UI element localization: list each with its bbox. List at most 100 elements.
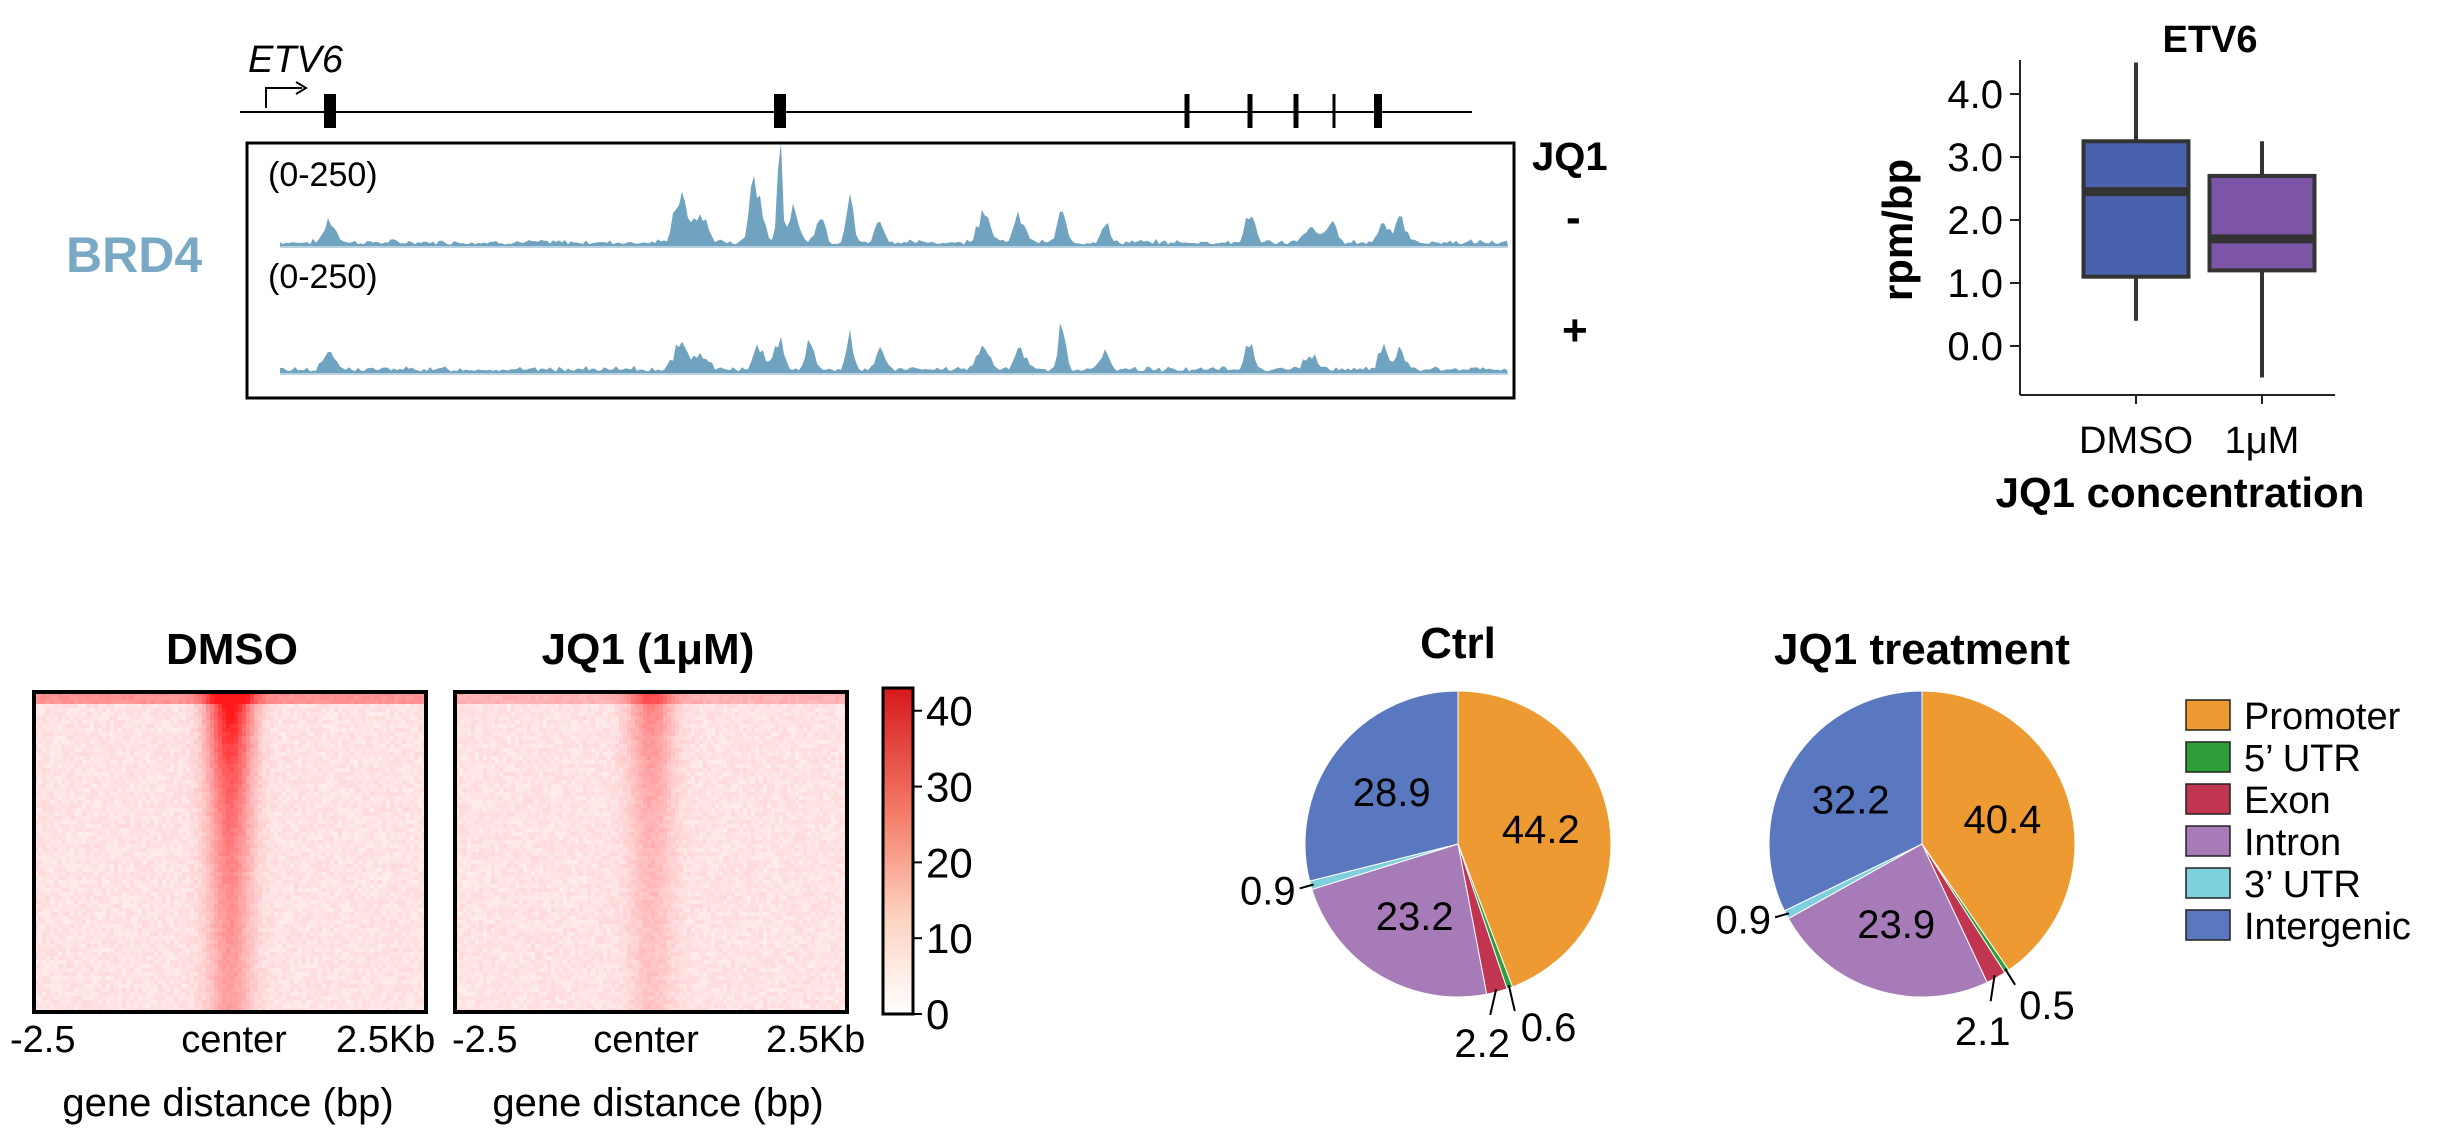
heatmap-cell <box>278 888 283 893</box>
heatmap-cell <box>326 744 331 749</box>
heatmap-cell <box>86 736 91 741</box>
heatmap-cell <box>266 848 271 853</box>
heatmap-cell <box>270 776 275 781</box>
heatmap-cell <box>142 748 147 753</box>
heatmap-cell <box>114 780 119 785</box>
heatmap-cell <box>242 772 247 777</box>
heatmap-cell <box>278 820 283 825</box>
plus-label: + <box>1562 306 1588 355</box>
heatmap-cell <box>86 728 91 733</box>
heatmap-cell <box>42 696 47 701</box>
heatmap-cell <box>326 708 331 713</box>
heatmap-cell <box>198 792 203 797</box>
heatmap-cell <box>226 748 231 753</box>
heatmap-cell <box>50 732 55 737</box>
heatmap-cell <box>282 776 287 781</box>
heatmap-cell <box>378 748 383 753</box>
heatmap-cell <box>198 732 203 737</box>
heatmap-cell <box>274 772 279 777</box>
heatmap-cell <box>222 820 227 825</box>
heatmap-cell <box>198 800 203 805</box>
heatmap-cell <box>254 828 259 833</box>
heatmap-cell <box>282 780 287 785</box>
heatmap-cell <box>202 708 207 713</box>
heatmap-cell <box>166 732 171 737</box>
heatmap-cell <box>234 816 239 821</box>
heatmap-cell <box>202 792 207 797</box>
heatmap-cell <box>322 868 327 873</box>
heatmap-cell <box>418 816 423 821</box>
heatmap-cell <box>190 732 195 737</box>
heatmap-cell <box>102 724 107 729</box>
heatmap-cell <box>170 728 175 733</box>
heatmap-cell <box>142 800 147 805</box>
heatmap-cell <box>282 704 287 709</box>
heatmap-cell <box>186 812 191 817</box>
heatmap-cell <box>398 832 403 837</box>
heatmap-cell <box>34 776 39 781</box>
heatmap-cell <box>50 844 55 849</box>
heatmap-cell <box>190 716 195 721</box>
heatmap-cell <box>314 712 319 717</box>
heatmap-cell <box>162 716 167 721</box>
heatmap-cell <box>186 872 191 877</box>
heatmap-cell <box>254 784 259 789</box>
heatmap-cell <box>78 740 83 745</box>
heatmap-cell <box>230 824 235 829</box>
heatmap-cell <box>290 816 295 821</box>
heatmap-cell <box>286 696 291 701</box>
heatmap-cell <box>166 872 171 877</box>
heatmap-cell <box>34 892 39 897</box>
heatmap-cell <box>198 776 203 781</box>
heatmap-cell <box>178 816 183 821</box>
heatmap-cell <box>102 872 107 877</box>
heatmap-cell <box>306 712 311 717</box>
heatmap-cell <box>406 852 411 857</box>
heatmap-cell <box>230 808 235 813</box>
heatmap-cell <box>50 840 55 845</box>
heatmap-cell <box>166 692 171 697</box>
heatmap-cell <box>66 820 71 825</box>
heatmap-cell <box>338 812 343 817</box>
heatmap-cell <box>198 848 203 853</box>
heatmap-cell <box>390 696 395 701</box>
heatmap-cell <box>410 744 415 749</box>
heatmap-cell <box>198 820 203 825</box>
heatmap-cell <box>134 868 139 873</box>
heatmap-cell <box>46 764 51 769</box>
heatmap-cell <box>410 736 415 741</box>
heatmap-cell <box>398 852 403 857</box>
heatmap-cell <box>346 724 351 729</box>
heatmap-cell <box>338 692 343 697</box>
heatmap-cell <box>382 788 387 793</box>
heatmap-cell <box>142 784 147 789</box>
heatmap-cell <box>50 720 55 725</box>
heatmap-cell <box>306 840 311 845</box>
heatmap-cell <box>110 880 115 885</box>
heatmap-cell <box>386 876 391 881</box>
heatmap-cell <box>290 828 295 833</box>
heatmap-cell <box>378 736 383 741</box>
heatmap-cell <box>134 772 139 777</box>
heatmap-cell <box>150 708 155 713</box>
heatmap-cell <box>110 812 115 817</box>
heatmap-cell <box>54 808 59 813</box>
heatmap-cell <box>190 840 195 845</box>
heatmap-cell <box>186 856 191 861</box>
heatmap-cell <box>318 764 323 769</box>
heatmap-cell <box>162 772 167 777</box>
heatmap-cell <box>58 784 63 789</box>
heatmap-cell <box>270 832 275 837</box>
heatmap-cell <box>70 752 75 757</box>
heatmap-cell <box>326 860 331 865</box>
heatmap-cell <box>38 860 43 865</box>
heatmap-cell <box>266 696 271 701</box>
heatmap-cell <box>386 720 391 725</box>
heatmap-cell <box>406 828 411 833</box>
jq1-label: JQ1 <box>1532 135 1608 179</box>
heatmap-cell <box>182 792 187 797</box>
heatmap-cell <box>358 796 363 801</box>
heatmap-cell <box>362 844 367 849</box>
heatmap-cell <box>54 832 59 837</box>
heatmap-cell <box>218 748 223 753</box>
